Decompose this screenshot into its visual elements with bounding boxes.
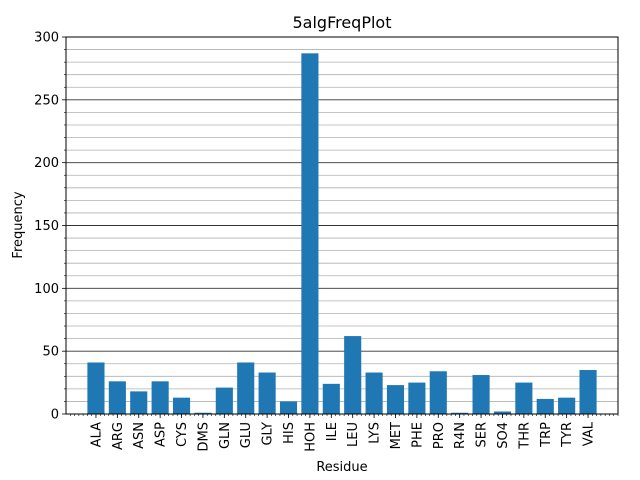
y-tick-label: 100 [34,282,59,297]
bar-ile [322,383,340,414]
y-axis-label: Frequency [11,191,26,258]
y-tick-label: 300 [34,31,59,46]
bar-met [386,385,405,414]
bar-dms [194,412,212,414]
x-tick-label: ASP [154,422,169,447]
x-tick-label: HIS [282,422,297,444]
x-tick-label: ALA [89,422,104,447]
bars [87,53,597,414]
x-axis-label: Residue [316,460,367,475]
bar-tyr [558,397,576,414]
tick-labels: ALA ARG ASN ASP CYS DMS GLN GLU GLY HIS HOH ILE LEU L… [34,31,596,452]
x-tick-label: SER [475,422,490,448]
x-tick-label: PRO [432,422,447,449]
grid-lines [66,49,618,402]
x-tick-label: MET [389,422,404,449]
x-tick-label: DMS [196,422,211,451]
bar-pro [429,371,447,414]
x-tick-label: TYR [560,422,575,448]
x-tick-label: GLY [261,422,276,446]
bar-his [279,401,298,414]
bar-asp [151,381,169,414]
bar-leu [344,336,362,414]
plot-frame [65,36,619,415]
x-tick-label: ILE [325,422,340,441]
bar-ala [87,362,105,414]
x-tick-label: THR [517,422,532,450]
bar-so4 [493,411,512,414]
x-tick-label: LEU [346,422,361,447]
bar-asn [130,391,148,414]
x-tick-label: HOH [303,422,318,452]
bar-hoh [301,53,319,414]
x-tick-label: LYS [368,422,383,444]
bar-val [579,370,597,414]
y-tick-label: 0 [51,408,59,423]
bar-ser [472,375,490,414]
bar-phe [408,382,426,414]
x-tick-label: PHE [410,422,425,448]
bar-gly [258,372,276,414]
y-tick-label: 250 [34,93,59,108]
bar-glu [237,362,255,414]
x-tick-label: ARG [111,422,126,450]
x-tick-label: CYS [175,422,190,447]
x-tick-label: TRP [539,422,554,448]
chart-title: 5algFreqPlot [292,13,391,32]
bar-gln [215,387,233,414]
axes [62,36,619,418]
x-tick-label: SO4 [496,422,511,449]
x-tick-label: VAL [582,421,597,446]
bar-trp [536,398,554,414]
bar-lys [365,372,383,414]
x-tick-label: R4N [453,422,468,449]
x-tick-label: GLU [239,422,254,448]
x-tick-label: ASN [132,422,147,449]
y-tick-label: 150 [34,219,59,234]
x-tick-label: GLN [218,422,233,449]
y-tick-label: 200 [34,156,59,171]
bar-thr [515,382,533,414]
y-tick-label: 50 [42,345,59,360]
bar-r4n [451,412,469,414]
bar-cys [172,397,191,414]
bar-arg [108,381,126,414]
